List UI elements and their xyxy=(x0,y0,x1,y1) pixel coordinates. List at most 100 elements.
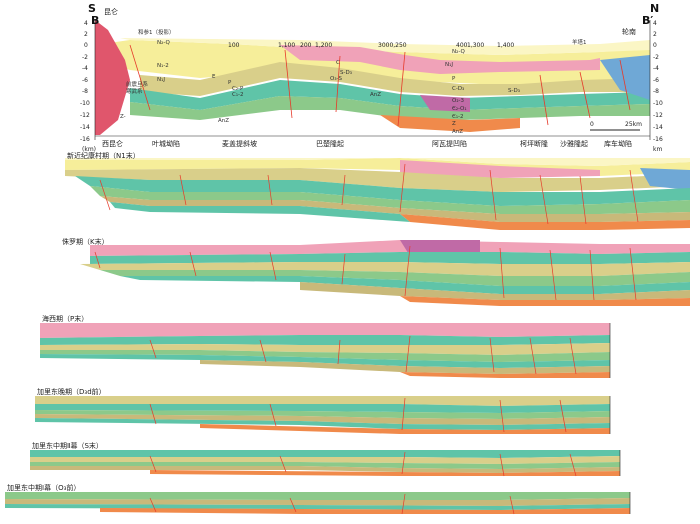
unit-label-2: N₁J xyxy=(157,77,165,83)
depth-tick-r-2: 0 xyxy=(653,42,657,49)
stage-label-2: 侏罗期（K末） xyxy=(62,237,109,246)
label-north: N xyxy=(650,2,659,15)
depth-unit-right: km xyxy=(653,146,662,153)
dist-tick-3: 200 xyxy=(300,42,312,49)
depth-tick-l-10: -16 xyxy=(80,136,90,143)
top-layer-teal xyxy=(130,80,650,110)
unit-label-3: E xyxy=(212,74,216,80)
struct-unit-3: 巴楚隆起 xyxy=(316,139,344,148)
unit-label-15: C-D₃ xyxy=(452,86,464,92)
depth-tick-r-8: -12 xyxy=(653,112,663,119)
stage-section-6 xyxy=(5,492,631,515)
top-layer-orange xyxy=(380,115,520,132)
stage-section-5 xyxy=(30,450,621,477)
struct-unit-0: 西昆仑 xyxy=(102,139,123,148)
unit-label-0: N₂-Q xyxy=(157,40,171,46)
top-section xyxy=(94,20,651,140)
depth-tick-l-1: 2 xyxy=(84,31,88,38)
stage-section-1 xyxy=(65,158,690,230)
stage-label-4: 加里东晚期（D₃d前） xyxy=(37,387,106,396)
depth-tick-r-6: -8 xyxy=(653,88,659,95)
top-faults xyxy=(129,44,631,127)
label-left-place: 昆仑 xyxy=(104,7,118,16)
unit-label-13: N₁J xyxy=(445,62,453,68)
unit-label-20: AnZ xyxy=(452,129,463,135)
stage-label-1: 新近纪康村期（N1末） xyxy=(67,151,140,160)
depth-tick-l-2: 0 xyxy=(84,42,88,49)
depth-unit-left: (km) xyxy=(82,146,96,153)
depth-tick-l-6: -8 xyxy=(82,88,88,95)
unit-label-21: S-D₃ xyxy=(508,88,520,94)
unit-label-22: Z- xyxy=(120,114,126,120)
unit-label-19: Z xyxy=(452,121,456,127)
top-layer-paleyellow xyxy=(120,38,650,55)
dist-tick-5: 3000,250 xyxy=(378,42,407,49)
unit-label-23: 前震旦系 xyxy=(126,80,149,88)
stage-label-3: 海西期（P末） xyxy=(42,314,88,323)
top-layer-pink xyxy=(280,45,600,74)
unit-label-18: Є₁-2 xyxy=(452,114,464,120)
unit-label-7: O₃-S xyxy=(330,76,343,82)
label-right-place: 轮南 xyxy=(622,27,636,36)
dist-tick-7: 1,300 xyxy=(467,42,484,49)
label-line-start: B xyxy=(91,14,99,27)
struct-unit-6: 沙雅隆起 xyxy=(560,139,588,148)
unit-label-24: 寒武系 xyxy=(126,87,143,95)
dist-tick-8: 1,400 xyxy=(497,42,514,49)
unit-label-8: C₁-2 xyxy=(232,92,244,98)
struct-unit-4: 阿瓦提凹陷 xyxy=(432,139,467,148)
top-layer-sand xyxy=(140,62,650,96)
struct-unit-1: 叶城坳陷 xyxy=(152,139,180,148)
unit-label-10: AnZ xyxy=(218,118,229,124)
depth-tick-r-10: -16 xyxy=(653,136,663,143)
unit-label-16: O₂-3 xyxy=(452,98,465,104)
top-layer-yellow xyxy=(95,40,650,95)
depth-tick-r-9: -14 xyxy=(653,124,663,131)
well-label-2: 羊塔1 xyxy=(572,38,587,46)
depth-tick-r-7: -10 xyxy=(653,100,663,107)
label-line-end: B′ xyxy=(642,14,653,27)
depth-tick-l-5: -6 xyxy=(82,77,88,84)
stage-label-5: 加里东中期Ⅱ幕（S末） xyxy=(32,441,103,450)
top-layer-green xyxy=(130,96,650,120)
unit-label-5: C xyxy=(336,60,340,66)
unit-label-9: S-D₃ xyxy=(340,70,352,76)
unit-label-4: P xyxy=(228,80,232,86)
depth-tick-r-3: -2 xyxy=(653,54,659,61)
stage-section-3 xyxy=(40,323,611,378)
struct-unit-7: 库车坳陷 xyxy=(604,139,632,148)
stage-label-6: 加里东中期Ⅰ幕（O₃前） xyxy=(7,483,80,492)
unit-label-1: N₁-2 xyxy=(157,63,169,69)
dist-tick-6: 400 xyxy=(456,42,468,49)
struct-unit-2: 麦盖提斜坡 xyxy=(222,139,257,148)
scale-bar-zero: 0 xyxy=(590,121,594,128)
depth-tick-l-9: -14 xyxy=(80,124,90,131)
stage-section-2 xyxy=(80,240,690,306)
top-layer-blue xyxy=(600,55,650,100)
unit-label-6: C₂-P xyxy=(232,86,244,92)
top-layer-kunlun-red xyxy=(95,20,130,135)
depth-tick-r-4: -4 xyxy=(653,65,659,72)
unit-label-12: N₂-Q xyxy=(452,49,466,55)
dist-tick-4: 1,200 xyxy=(315,42,332,49)
dist-tick-1: 100 xyxy=(228,42,240,49)
depth-tick-r-0: 4 xyxy=(653,20,657,27)
depth-tick-l-4: -4 xyxy=(82,65,88,72)
depth-tick-l-8: -12 xyxy=(80,112,90,119)
unit-label-11: AnZ xyxy=(370,92,381,98)
struct-unit-5: 柯坪断隆 xyxy=(520,139,548,148)
depth-tick-l-3: -2 xyxy=(82,54,88,61)
unit-label-17: Є₂-O₁ xyxy=(452,106,467,112)
well-label-1: 和参1（投影） xyxy=(138,28,175,36)
top-layer-magenta xyxy=(420,95,470,112)
depth-tick-l-0: 4 xyxy=(84,20,88,27)
dist-tick-2: 1,100 xyxy=(278,42,295,49)
depth-tick-l-7: -10 xyxy=(80,100,90,107)
depth-tick-r-5: -6 xyxy=(653,77,659,84)
scale-bar-label: 25km xyxy=(625,121,642,128)
stage-section-4 xyxy=(35,396,611,434)
label-south: S xyxy=(88,2,96,15)
depth-tick-r-1: 2 xyxy=(653,31,657,38)
unit-label-14: P xyxy=(452,76,456,82)
